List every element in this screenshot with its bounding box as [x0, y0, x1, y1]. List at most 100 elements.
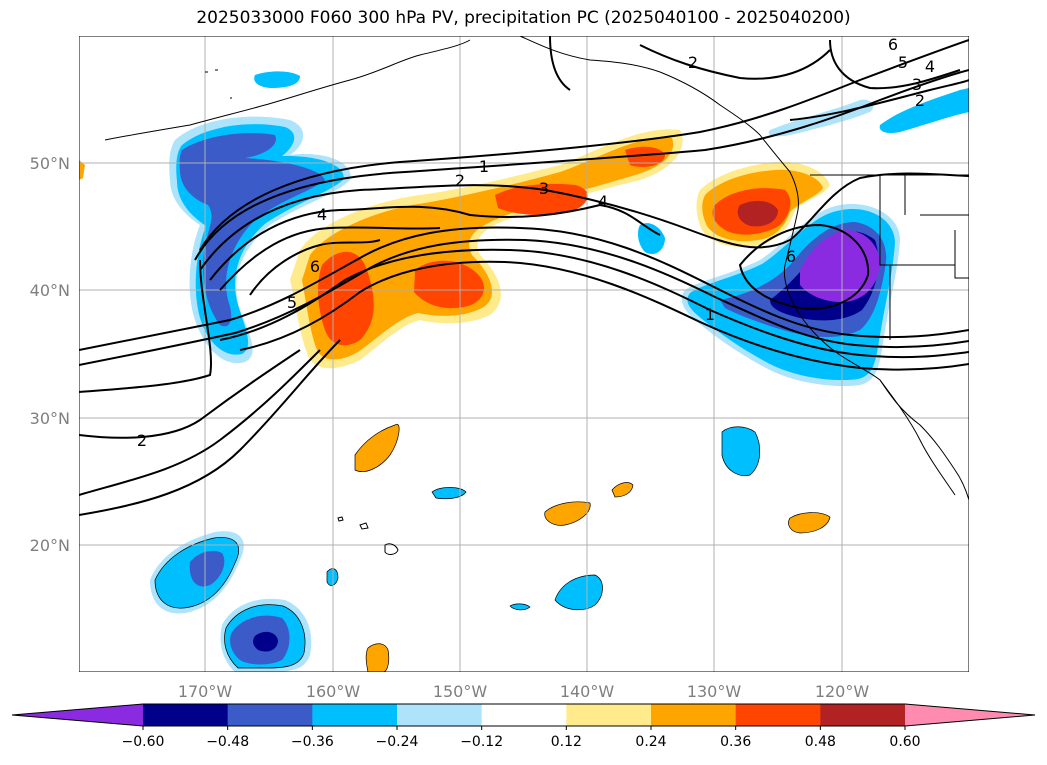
precip-negative-small-top [254, 71, 300, 88]
lon-tick-label: 130°W [687, 682, 742, 701]
lon-tick-label: 160°W [306, 682, 361, 701]
precip-negative-small-2 [637, 223, 665, 255]
pv-ne-2 [639, 44, 831, 80]
pv-jet-south-1 [79, 226, 969, 351]
pv-contours [79, 36, 969, 516]
precip-positive-blob-central-orange [302, 137, 674, 360]
pv-contour-3 [199, 172, 969, 271]
hawaii-3 [337, 516, 344, 522]
colorbar-tick-label: 0.24 [635, 734, 666, 750]
contour-label: 2 [688, 53, 698, 72]
precip-positive-small-3 [611, 482, 634, 498]
precip-negative-ne-light [768, 99, 874, 137]
precip-positive-blob-north-red [495, 183, 588, 216]
precip-negative-ne-cyan [879, 88, 969, 134]
contour-label: 4 [598, 192, 608, 211]
colorbar-segment [397, 704, 483, 726]
colorbar-tick-label: −0.60 [122, 734, 165, 750]
colorbar-tick-label: 0.48 [805, 734, 836, 750]
lon-tick-label: 170°W [178, 682, 233, 701]
pv-contour-2-south [79, 349, 301, 439]
contour-label: 2 [915, 91, 925, 110]
pv-contour-1-south [79, 349, 321, 496]
colorbar-tick-label: 0.36 [720, 734, 751, 750]
gridlines [79, 36, 969, 672]
contour-label: 6 [786, 247, 796, 266]
precip-positive-blob-central-red2 [414, 260, 485, 309]
pv-ne-1 [549, 36, 571, 91]
pv-jet-south-2 [79, 238, 969, 366]
map-panel: 1 2 3 4 5 6 2 1 2 6 5 4 3 2 6 4 [79, 35, 969, 672]
colorbar-segment [312, 704, 398, 726]
colorbar-segment [566, 704, 652, 726]
pv-contour-5 [219, 226, 441, 291]
precip-fill-layer [79, 71, 969, 672]
coast-bc [759, 134, 799, 211]
colorbar-segment [481, 704, 567, 726]
pv-contour-low [79, 339, 341, 516]
pv-contour-4 [209, 203, 661, 281]
precip-negative-small-3 [554, 574, 603, 611]
border-states [879, 175, 969, 340]
colorbar-segment [651, 704, 737, 726]
precip-negative-small-5 [509, 603, 531, 611]
contour-label: 2 [455, 171, 465, 190]
precip-positive-small-4 [788, 512, 831, 534]
pv-contour-west-arc [79, 259, 212, 393]
lon-tick-label: 140°W [560, 682, 615, 701]
pv-closed-east-1 [738, 223, 870, 310]
contour-labels: 1 2 3 4 5 6 2 1 2 6 5 4 3 2 6 4 [137, 35, 935, 450]
hawaii-2 [359, 522, 369, 530]
colorbar-tick-label: 0.60 [889, 734, 920, 750]
contour-label: 1 [705, 305, 715, 324]
contour-label: 5 [287, 293, 297, 312]
lat-tick-label: 30°N [30, 409, 70, 428]
coast-alaska [104, 39, 471, 141]
colorbar-segment [735, 704, 821, 726]
precip-positive-blob-north-red2 [625, 146, 665, 167]
map-title: 2025033000 F060 300 hPa PV, precipitatio… [196, 8, 851, 28]
aleutian-dots [205, 69, 232, 99]
contour-label: 3 [912, 75, 922, 94]
contour-label: 2 [137, 431, 147, 450]
precip-positive-small-2 [544, 501, 591, 526]
lat-tick-labels: 50°N 40°N 30°N 20°N [30, 154, 70, 555]
colorbar-extend-low [12, 704, 143, 726]
hawaii-1 [384, 543, 399, 555]
coast-alaska-south [519, 36, 761, 136]
coast-baja [879, 379, 956, 496]
pv-contour-6 [249, 239, 381, 296]
colorbar-tick-label: 0.12 [551, 734, 582, 750]
precip-positive-small-1 [354, 423, 400, 472]
pv-jet-south-3 [219, 248, 969, 359]
colorbar-tick-label: −0.36 [291, 734, 334, 750]
lon-tick-labels: 170°W 160°W 150°W 140°W 130°W 120°W [178, 682, 870, 701]
colorbar-tick-label: −0.48 [206, 734, 249, 750]
pv-contour-2 [194, 69, 969, 261]
colorbar-tick-label: −0.24 [376, 734, 419, 750]
lat-tick-label: 40°N [30, 281, 70, 300]
pv-ne-4 [789, 79, 969, 121]
contour-label: 6 [888, 35, 898, 54]
colorbar-segment [820, 704, 906, 726]
lon-tick-label: 150°W [433, 682, 488, 701]
precip-negative-s-navy [253, 631, 278, 652]
contour-label: 5 [898, 53, 908, 72]
precip-negative-west-blue [179, 133, 325, 327]
precip-positive-small-5 [365, 643, 390, 672]
precip-positive-small-6 [79, 160, 85, 180]
precip-negative-small-4 [431, 487, 467, 500]
colorbar-segment [143, 704, 229, 726]
contour-label: 4 [925, 57, 935, 76]
pv-jet-south-4 [239, 260, 969, 371]
contour-label: 4 [317, 205, 327, 224]
colorbar-segment [227, 704, 313, 726]
contour-label: 6 [310, 257, 320, 276]
precip-negative-small-1 [721, 426, 761, 476]
precip-positive-blob-east-dark [737, 200, 778, 227]
precip-negative-sw-blue [189, 550, 225, 587]
colorbar-extend-high [905, 704, 1035, 726]
lat-tick-label: 50°N [30, 154, 70, 173]
pv-ne-3 [829, 39, 961, 90]
lon-tick-label: 120°W [815, 682, 870, 701]
